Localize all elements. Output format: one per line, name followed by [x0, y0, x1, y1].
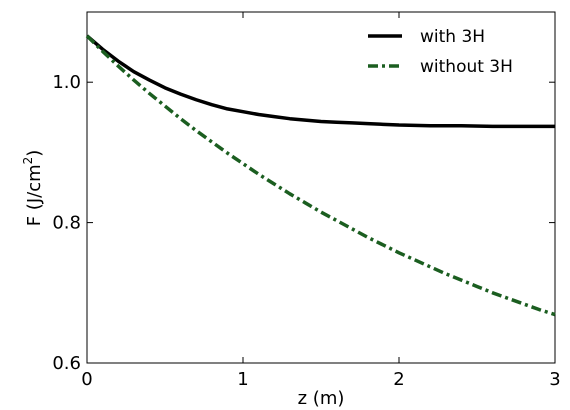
y-axis-label-superscript: 2 — [21, 157, 35, 165]
y-axis-label-main: F (J/cm — [24, 164, 45, 226]
x-tick-label: 2 — [393, 369, 404, 390]
x-axis-label: z (m) — [298, 388, 345, 409]
y-axis-label-end: ) — [24, 150, 45, 157]
legend: with 3H without 3H — [368, 27, 513, 77]
x-tick-label: 1 — [237, 369, 248, 390]
y-tick-label: 0.8 — [52, 213, 81, 234]
y-tick-label: 0.6 — [52, 353, 81, 374]
series-line-with-3h — [85, 34, 555, 129]
plot-frame — [86, 11, 556, 364]
x-tick-label: 0 — [81, 369, 92, 390]
series-line-without-3h — [85, 34, 556, 317]
y-axis-label: F (J/cm2) — [21, 150, 45, 227]
series-layer — [85, 34, 556, 317]
ticks-layer: 0 1 2 3 0.6 0.8 1.0 — [52, 12, 561, 390]
y-tick-label: 1.0 — [52, 72, 81, 93]
plot-area — [86, 11, 556, 364]
legend-label-without-3h: without 3H — [420, 57, 513, 77]
x-tick-label: 3 — [549, 369, 560, 390]
legend-label-with-3h: with 3H — [420, 27, 485, 47]
